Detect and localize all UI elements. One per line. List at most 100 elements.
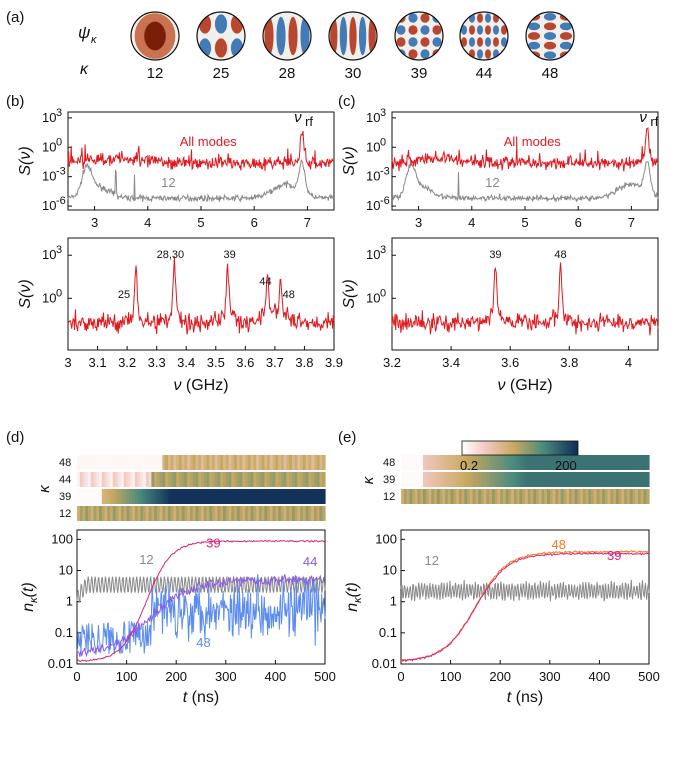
x-tick-label: 3 [64,355,71,370]
heatmap-cell [447,489,452,504]
heatmap-cell [203,472,208,487]
x-tick-label: 3.8 [295,355,313,370]
mode-lobe [432,25,442,35]
heatmap-cell [212,489,216,504]
heatmap-cell [403,472,408,487]
x-tick-label: 7 [304,215,311,230]
heatmap-cell [632,489,636,504]
heatmap-cell [519,472,523,487]
heatmap-cell [294,489,299,504]
heatmap-cell [305,506,310,521]
heatmap-cell [314,455,318,470]
heatmap-cell [112,489,117,504]
heatmap-cell [167,472,172,487]
heatmap-cell [173,472,177,487]
heatmap-cell [198,455,202,470]
series-label-mode-48: 48 [196,635,210,650]
heatmap-cell [541,489,545,504]
heatmap-cell [278,489,282,504]
psi-row-sub: κ [91,34,97,46]
heatmap-cell [478,489,482,504]
heatmap-cell [491,489,496,504]
heatmap-cell [591,489,595,504]
x-tick-label: 5 [521,215,528,230]
heatmap-cell [593,489,598,504]
heatmap-cell [640,472,645,487]
heatmap-cell [508,489,512,504]
heatmap-cell [132,506,136,521]
heatmap-cell [115,489,119,504]
heatmap-cell [503,472,507,487]
y-tick-exp: 0 [56,287,62,299]
heatmap-cell [294,506,299,521]
heatmap-cell [242,506,246,521]
heatmap-cell [489,472,493,487]
heatmap-cell [217,472,221,487]
heatmap-cell [261,506,265,521]
heatmap-cell [621,455,625,470]
heatmap-cell [303,472,307,487]
heatmap-cell [85,489,89,504]
heatmap-cell [275,472,279,487]
x-axis-label: t (ns) [507,689,543,706]
heatmap-cell [596,455,600,470]
heatmap-cell [453,472,457,487]
heatmap-cell [269,489,274,504]
x-tick-label: 3.9 [325,355,343,370]
heatmap-cell [223,489,227,504]
heatmap-cell [431,489,435,504]
heatmap-cell [234,472,238,487]
heatmap-cell [187,506,191,521]
heatmap-cell [245,489,249,504]
heatmap-cell [303,489,307,504]
heatmap-cell [569,455,573,470]
heatmap-cell [439,489,443,504]
heatmap-cell [486,472,490,487]
heatmap-cell [588,489,592,504]
mode-lobe [264,16,274,56]
heatmap-cell [77,472,81,487]
x-tick-label: 400 [265,669,287,684]
heatmap-cell [297,472,301,487]
heatmap-cell [297,455,301,470]
kappa-label-48: 48 [542,65,559,82]
mode-lobe [527,51,541,60]
heatmap-cell [278,472,282,487]
mode-lobe [559,32,573,40]
kappa-label-28: 28 [279,65,296,82]
heatmap-cell [311,489,315,504]
heatmap-cell [220,472,224,487]
heatmap-cell [291,472,296,487]
peak-label-48: 48 [554,249,566,261]
heatmap-cell [250,489,254,504]
heatmap-cell [428,489,432,504]
heatmap-cell [134,472,139,487]
heatmap-cell [132,472,136,487]
heatmap-cell [217,455,221,470]
heatmap-cell [82,489,86,504]
heatmap-cell [555,472,559,487]
y-tick-label: 10 [42,139,56,154]
heatmap-cell [305,472,310,487]
heatmap-cell [123,472,128,487]
heatmap-cell [253,472,257,487]
heatmap-cell [187,455,191,470]
heatmap-cell [593,472,598,487]
heatmap-cell [629,472,634,487]
heatmap-cell [90,506,95,521]
y-tick-exp: 3 [380,244,386,256]
heatmap-cell [156,455,161,470]
heatmap-cell [311,455,315,470]
heatmap-cell [319,506,323,521]
heatmap-cell [585,472,589,487]
heatmap-cell [272,472,276,487]
heatmap-cell [212,472,216,487]
heatmap-cell [483,455,488,470]
heatmap-cell [621,489,625,504]
heatmap-cell [99,506,103,521]
heatmap-cell [190,455,194,470]
heatmap-cell [245,506,249,521]
heatmap-cell [461,472,465,487]
mode-48 [525,11,575,61]
heatmap-cell [497,472,501,487]
